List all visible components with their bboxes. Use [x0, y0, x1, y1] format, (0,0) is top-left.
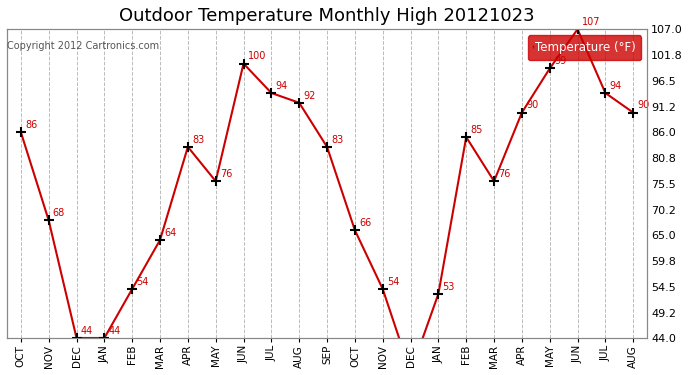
Text: 44: 44 — [81, 326, 93, 336]
Text: 85: 85 — [471, 125, 483, 135]
Text: 53: 53 — [442, 282, 455, 292]
Text: 90: 90 — [526, 100, 538, 110]
Text: 83: 83 — [331, 135, 344, 145]
Text: 94: 94 — [609, 81, 622, 91]
Text: 76: 76 — [498, 169, 511, 179]
Text: Copyright 2012 Cartronics.com: Copyright 2012 Cartronics.com — [7, 41, 159, 51]
Title: Outdoor Temperature Monthly High 20121023: Outdoor Temperature Monthly High 2012102… — [119, 7, 535, 25]
Text: 92: 92 — [304, 91, 316, 101]
Text: 99: 99 — [554, 56, 566, 66]
Text: 90: 90 — [638, 100, 650, 110]
Text: 107: 107 — [582, 17, 600, 27]
Text: 37: 37 — [0, 374, 1, 375]
Text: 68: 68 — [53, 208, 65, 218]
Text: 66: 66 — [359, 218, 371, 228]
Text: 44: 44 — [108, 326, 121, 336]
Text: 83: 83 — [192, 135, 204, 145]
Text: 54: 54 — [387, 277, 400, 287]
Text: 64: 64 — [164, 228, 177, 238]
Text: 100: 100 — [248, 51, 266, 62]
Legend: Temperature (°F): Temperature (°F) — [527, 35, 641, 60]
Text: 86: 86 — [25, 120, 37, 130]
Text: 76: 76 — [220, 169, 233, 179]
Text: 94: 94 — [275, 81, 288, 91]
Text: 54: 54 — [137, 277, 149, 287]
